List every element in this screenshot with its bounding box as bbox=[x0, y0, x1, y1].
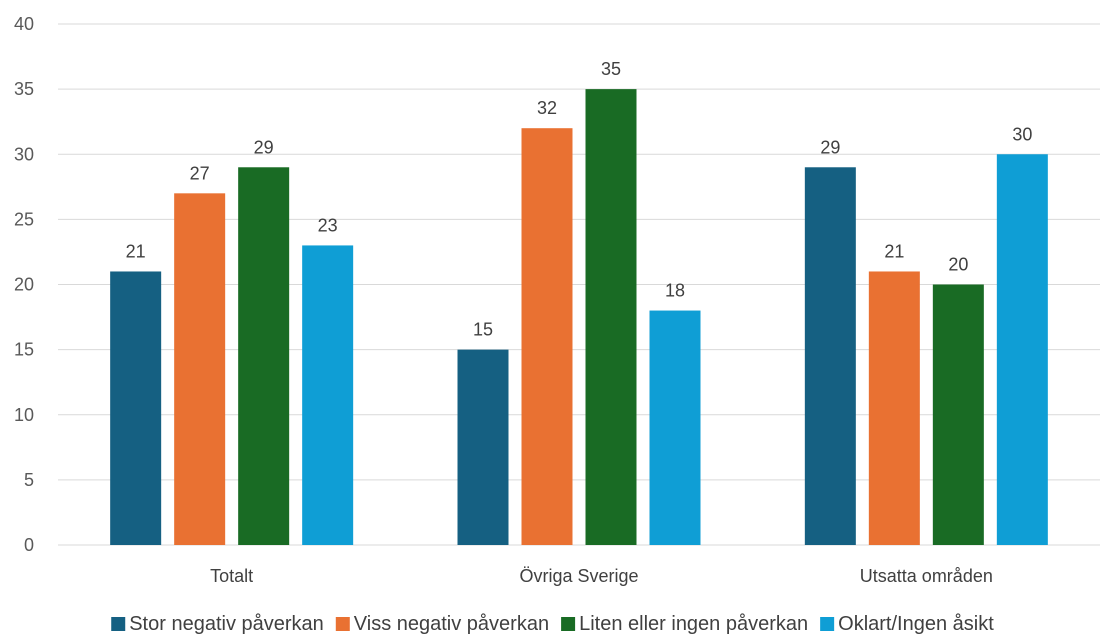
bar bbox=[238, 167, 290, 545]
legend-item: Liten eller ingen påverkan bbox=[561, 613, 808, 635]
bar bbox=[932, 284, 984, 545]
data-label: 27 bbox=[190, 163, 210, 183]
bar bbox=[649, 310, 701, 545]
data-label: 20 bbox=[948, 255, 968, 275]
legend: Stor negativ påverkan Viss negativ påverk… bbox=[111, 613, 994, 635]
data-label: 29 bbox=[820, 137, 840, 157]
legend-label: Oklart/Ingen åsikt bbox=[838, 613, 994, 635]
data-label: 35 bbox=[601, 59, 621, 79]
data-label: 29 bbox=[254, 137, 274, 157]
legend-swatch bbox=[561, 617, 576, 631]
y-tick-label: 5 bbox=[24, 470, 34, 490]
bar bbox=[996, 154, 1048, 545]
legend-item: Viss negativ påverkan bbox=[335, 613, 549, 635]
bar bbox=[804, 167, 856, 545]
bar bbox=[457, 349, 509, 545]
y-tick-label: 30 bbox=[14, 144, 34, 164]
data-label: 21 bbox=[126, 241, 146, 261]
category-labels: Totalt Övriga Sverige Utsatta områden bbox=[210, 566, 993, 586]
bar bbox=[521, 128, 573, 545]
bar bbox=[585, 89, 637, 545]
legend-label: Viss negativ påverkan bbox=[354, 613, 549, 635]
data-label: 15 bbox=[473, 320, 493, 340]
category-label: Övriga Sverige bbox=[519, 566, 638, 586]
legend-swatch bbox=[335, 617, 350, 631]
category-label: Utsatta områden bbox=[860, 566, 993, 586]
bar bbox=[110, 271, 162, 545]
legend-label: Liten eller ingen påverkan bbox=[579, 613, 808, 635]
y-tick-label: 40 bbox=[14, 14, 34, 34]
legend-item: Oklart/Ingen åsikt bbox=[820, 613, 994, 635]
category-label: Totalt bbox=[210, 566, 253, 586]
bar bbox=[868, 271, 920, 545]
data-label: 32 bbox=[537, 98, 557, 118]
legend-label: Stor negativ påverkan bbox=[129, 613, 324, 635]
y-tick-label: 10 bbox=[14, 405, 34, 425]
data-label: 23 bbox=[318, 215, 338, 235]
data-label: 21 bbox=[884, 241, 904, 261]
y-tick-label: 20 bbox=[14, 275, 34, 295]
bar bbox=[174, 193, 226, 545]
y-axis-tick-labels: 0 5 10 15 20 25 30 35 40 bbox=[14, 14, 34, 555]
data-label: 18 bbox=[665, 281, 685, 301]
bar bbox=[302, 245, 354, 546]
y-tick-label: 35 bbox=[14, 79, 34, 99]
gridlines bbox=[58, 23, 1100, 546]
legend-item: Stor negativ påverkan bbox=[111, 613, 324, 635]
y-tick-label: 25 bbox=[14, 209, 34, 229]
data-labels: 21 27 29 23 15 32 35 18 29 21 20 30 bbox=[126, 59, 1033, 340]
legend-swatch bbox=[820, 617, 835, 631]
data-label: 30 bbox=[1012, 124, 1032, 144]
y-tick-label: 15 bbox=[14, 340, 34, 360]
legend-swatch bbox=[111, 617, 126, 631]
y-tick-label: 0 bbox=[24, 535, 34, 555]
bars bbox=[110, 89, 1048, 546]
